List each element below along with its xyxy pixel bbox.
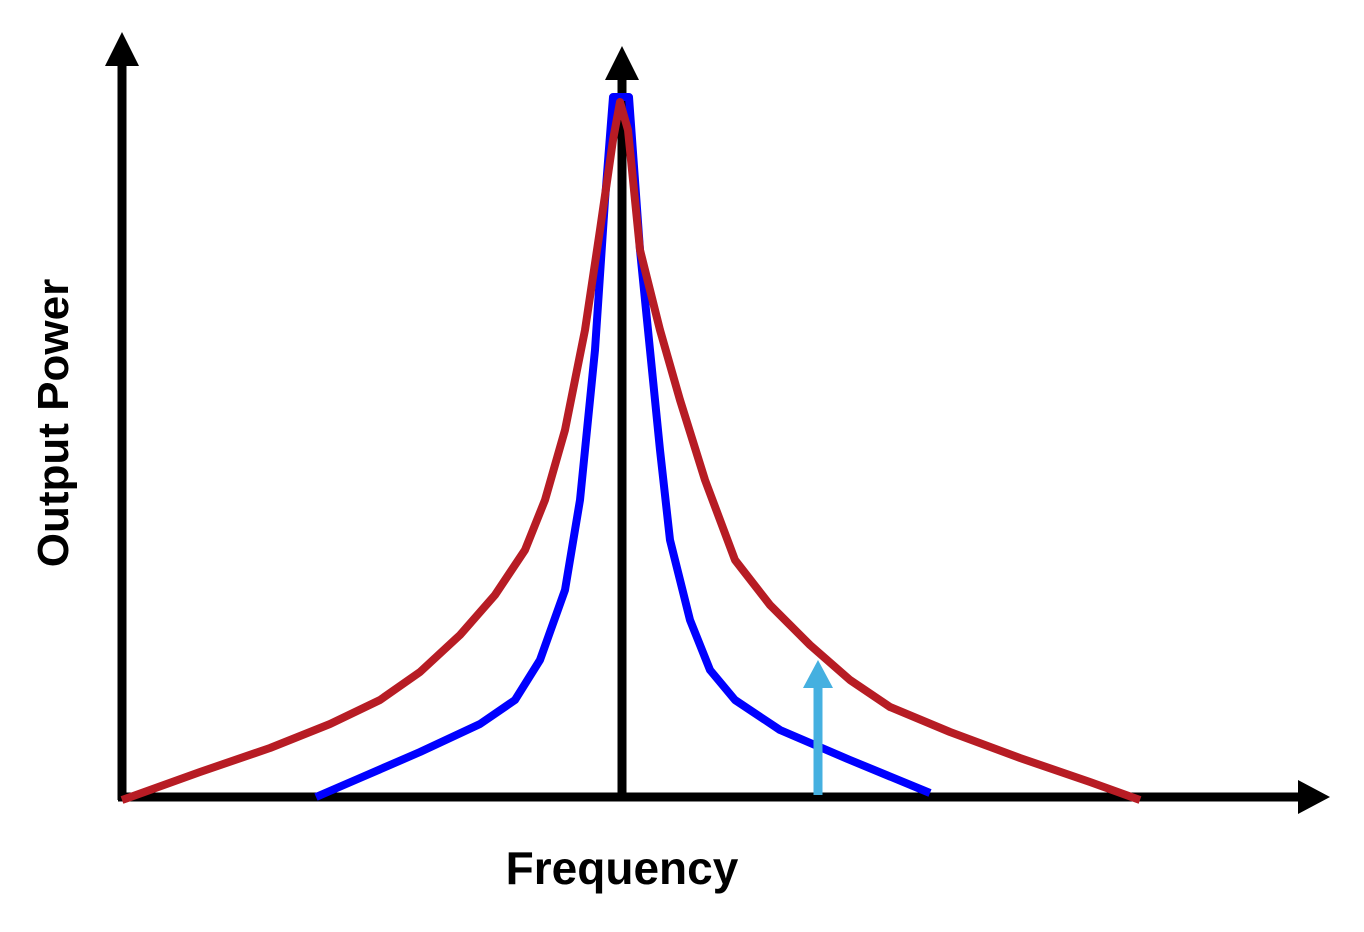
x-axis-arrow: [1298, 780, 1330, 814]
x-axis-label: Frequency: [506, 842, 739, 894]
broad-curve: [120, 98, 1142, 804]
y-axis-arrow: [105, 32, 139, 66]
center-arrow: [605, 46, 639, 80]
y-axis-label: Output Power: [29, 279, 78, 567]
narrow-curve: [314, 93, 932, 801]
difference-arrow-head: [803, 660, 833, 688]
